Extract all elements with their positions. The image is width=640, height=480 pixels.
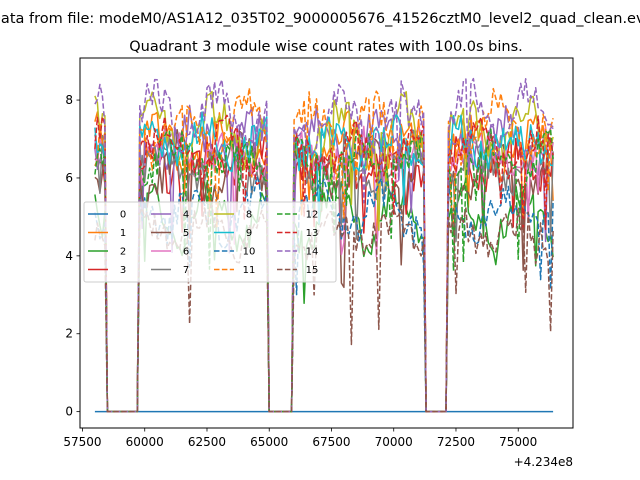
x-tick-label: 70000	[375, 435, 413, 449]
chart-title: Quadrant 3 module wise count rates with …	[129, 39, 523, 55]
y-tick-label: 8	[65, 93, 73, 107]
legend-label-13: 13	[306, 228, 319, 239]
legend-label-14: 14	[306, 247, 319, 258]
legend-label-1: 1	[120, 228, 126, 239]
legend-label-2: 2	[120, 247, 126, 258]
y-axis: 0 2 4 6 8	[65, 93, 80, 419]
legend-label-9: 9	[246, 228, 252, 239]
suptitle: Data from file: modeM0/AS1A12_035T02_900…	[0, 11, 640, 27]
series-line-10	[94, 175, 554, 413]
x-tick-label: 72500	[437, 435, 475, 449]
legend-label-10: 10	[243, 247, 256, 258]
legend-label-15: 15	[306, 265, 319, 276]
x-axis: 57500 60000 62500 65000 67500 70000 72500 75000	[63, 428, 537, 449]
y-tick-label: 4	[65, 249, 73, 263]
legend-label-12: 12	[306, 210, 319, 221]
series-line-13	[94, 114, 554, 413]
series-line-11	[94, 87, 554, 413]
x-tick-label: 60000	[126, 435, 164, 449]
x-tick-label: 75000	[499, 435, 537, 449]
series-line-3	[94, 131, 554, 413]
x-tick-label: 57500	[63, 435, 101, 449]
legend-label-6: 6	[183, 247, 189, 258]
y-tick-label: 0	[65, 405, 73, 419]
x-tick-label: 62500	[188, 435, 226, 449]
legend-label-7: 7	[183, 265, 189, 276]
y-tick-label: 6	[65, 171, 73, 185]
legend-label-3: 3	[120, 265, 126, 276]
legend-label-4: 4	[183, 210, 189, 221]
series-line-14	[94, 77, 554, 413]
legend-label-8: 8	[246, 210, 252, 221]
series-line-12	[94, 128, 554, 413]
axes-frame	[79, 57, 574, 429]
legend-label-5: 5	[183, 228, 189, 239]
legend-frame	[83, 201, 337, 283]
y-tick-label: 2	[65, 327, 73, 341]
x-offset-label: +4.234e8	[514, 455, 573, 469]
legend-label-11: 11	[243, 265, 256, 276]
x-tick-label: 67500	[312, 435, 350, 449]
x-tick-label: 65000	[250, 435, 288, 449]
legend-label-0: 0	[120, 210, 126, 221]
